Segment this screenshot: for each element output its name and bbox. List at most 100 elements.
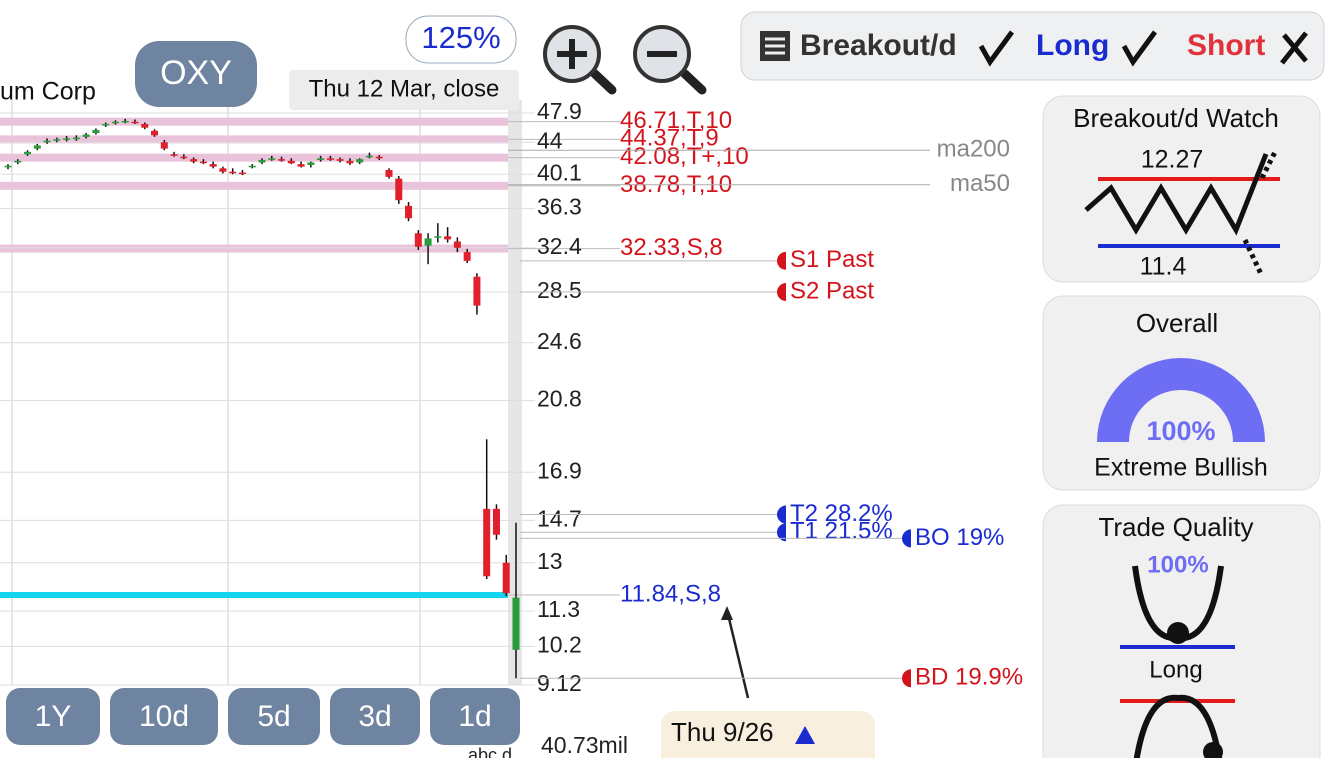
y-tick-label: 16.9 xyxy=(537,457,582,483)
level-label: 32.33,S,8 xyxy=(620,234,723,261)
volume-note: abc d xyxy=(468,745,512,758)
candle-body xyxy=(278,159,286,161)
zoom-pill[interactable] xyxy=(405,15,517,64)
y-tick-label: 47.9 xyxy=(537,98,582,124)
candle-body xyxy=(199,161,207,164)
watch-lower: 11.4 xyxy=(1140,253,1187,281)
period-label[interactable]: 1Y xyxy=(35,700,72,733)
period-label[interactable]: 10d xyxy=(139,700,189,733)
candle-body xyxy=(346,160,354,164)
candle-body xyxy=(483,508,491,577)
candle-body xyxy=(356,159,364,163)
marker-label: BD 19.9% xyxy=(915,664,1023,691)
candle-body xyxy=(365,155,373,158)
y-tick-label: 20.8 xyxy=(537,386,582,412)
menu-icon[interactable] xyxy=(760,31,790,61)
period-label[interactable]: 3d xyxy=(358,700,391,733)
marker-dot xyxy=(777,283,786,302)
candle-body xyxy=(492,508,500,535)
arrowhead xyxy=(721,606,733,620)
y-tick-label: 13 xyxy=(537,548,563,574)
gauge xyxy=(1097,358,1265,442)
period-button[interactable] xyxy=(330,688,420,745)
marker-label: BO 19% xyxy=(915,524,1004,551)
marker-label: T1 21.5% xyxy=(790,518,893,545)
ball xyxy=(1203,742,1223,762)
level-band xyxy=(0,244,508,253)
candle-body xyxy=(24,151,32,155)
candle-body xyxy=(14,160,22,163)
candle-body xyxy=(190,159,198,162)
zoom-in[interactable] xyxy=(543,25,617,95)
period-button[interactable] xyxy=(430,688,520,745)
candle-body xyxy=(463,252,471,261)
candle-body xyxy=(63,138,71,140)
candle-body xyxy=(4,165,12,168)
level-label: 44.37,T,9 xyxy=(620,125,719,152)
quality-title: Trade Quality xyxy=(1098,512,1253,542)
event-box xyxy=(661,711,875,763)
candle-body xyxy=(453,241,461,248)
check[interactable] xyxy=(1121,30,1158,67)
period-button[interactable] xyxy=(6,688,100,745)
cap xyxy=(1133,694,1223,763)
long[interactable]: Long xyxy=(1036,29,1109,62)
candle-body xyxy=(219,168,227,172)
level-band xyxy=(0,181,508,190)
quality-value: 100% xyxy=(1147,551,1208,578)
candle-body xyxy=(336,159,344,161)
level-band xyxy=(0,135,508,144)
level-band xyxy=(0,153,508,162)
check[interactable] xyxy=(978,30,1015,67)
period-button[interactable] xyxy=(228,688,320,745)
candle-body xyxy=(385,170,393,177)
ma-label: ma200 xyxy=(937,136,1010,163)
candle-body xyxy=(180,156,188,159)
ticker-button[interactable] xyxy=(135,41,257,107)
zoom-out[interactable] xyxy=(633,25,707,95)
marker-dot xyxy=(902,669,911,688)
candle-body xyxy=(444,236,452,240)
toolbar xyxy=(740,11,1325,81)
candle-body xyxy=(111,121,119,124)
candle-body xyxy=(434,236,442,238)
candle-body xyxy=(248,165,256,168)
candle-body xyxy=(268,158,276,160)
candle-body xyxy=(151,130,159,136)
level-band xyxy=(0,117,508,126)
candle-body xyxy=(473,276,481,306)
candle-body xyxy=(297,164,305,167)
overall-rating: Extreme Bullish xyxy=(1094,454,1268,482)
candle-body xyxy=(92,129,100,134)
date: Thu 12 Mar, close xyxy=(309,75,500,102)
y-tick-label: 40.1 xyxy=(537,159,582,185)
cross[interactable] xyxy=(1280,31,1308,65)
candle-body xyxy=(512,597,520,650)
company: um Corp xyxy=(0,78,96,106)
candle-body xyxy=(131,121,139,124)
level-label: 42.08,T+,10 xyxy=(620,143,749,170)
short[interactable]: Short xyxy=(1187,29,1265,62)
watch-upper: 12.27 xyxy=(1141,146,1204,174)
y-tick-label: 9.12 xyxy=(537,670,582,696)
candle-body xyxy=(33,145,41,149)
event-arrow xyxy=(725,609,750,699)
y-tick-label: 14.7 xyxy=(537,505,582,531)
candle-body xyxy=(43,140,51,143)
period-label[interactable]: 1d xyxy=(458,700,491,733)
period-label[interactable]: 5d xyxy=(257,700,290,733)
volume: 40.73mil xyxy=(541,732,628,758)
period-button[interactable] xyxy=(110,688,218,745)
zoom[interactable]: 125% xyxy=(421,20,500,55)
strategy[interactable]: Breakout/d xyxy=(800,29,957,62)
marker-dot xyxy=(777,505,786,524)
marker-dot xyxy=(777,251,786,270)
marker-dot xyxy=(777,523,786,542)
v-grid xyxy=(11,100,421,685)
ticker[interactable]: OXY xyxy=(160,54,232,92)
candle-body xyxy=(121,121,129,123)
candle-body xyxy=(414,233,422,247)
candle-body xyxy=(53,139,61,141)
overall-value: 100% xyxy=(1146,416,1215,446)
